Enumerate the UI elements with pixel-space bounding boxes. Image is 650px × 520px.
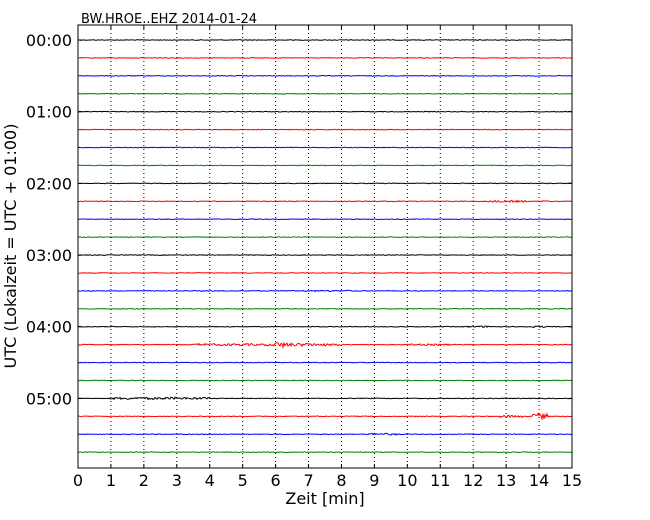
plot-frame: [77, 24, 573, 469]
x-tick-label: 15: [562, 471, 582, 490]
x-tick-label: 10: [397, 471, 417, 490]
x-tick-label: 4: [205, 471, 215, 490]
trace-line-13: [77, 272, 573, 274]
trace-line-18: [77, 361, 573, 364]
trace-line-3: [77, 92, 573, 95]
x-tick-label: 9: [369, 471, 379, 490]
x-tick-label: 6: [271, 471, 281, 490]
x-tick-label: 0: [73, 471, 83, 490]
trace-line-6: [77, 146, 572, 149]
trace-line-0: [77, 39, 573, 41]
trace-line-7: [77, 164, 573, 167]
trace-line-21: [77, 412, 573, 421]
y-tick-label: 05:00: [26, 389, 72, 408]
x-tick-label: 14: [529, 471, 549, 490]
grid-layer: [110, 25, 540, 468]
y-axis-label: UTC (Lokalzeit = UTC + 01:00): [1, 124, 20, 369]
x-tick-label: 2: [139, 471, 149, 490]
x-tick-label: 7: [303, 471, 313, 490]
y-tick-label: 03:00: [26, 246, 72, 265]
trace-line-22: [77, 432, 573, 436]
trace-line-4: [77, 110, 573, 113]
x-tick-label: 1: [106, 471, 116, 490]
x-axis: 0 1 2 3 4 5 6 7 8 9 10 11 12 13 14 15: [73, 25, 582, 490]
trace-line-12: [77, 254, 573, 256]
trace-line-9: [77, 199, 573, 204]
y-tick-label: 00:00: [26, 31, 72, 50]
trace-line-2: [77, 74, 573, 77]
x-axis-label: Zeit [min]: [285, 489, 364, 508]
y-tick-label: 04:00: [26, 318, 72, 337]
trace-line-20: [77, 396, 573, 401]
trace-line-10: [77, 218, 573, 221]
trace-line-14: [77, 289, 573, 293]
x-tick-label: 3: [172, 471, 182, 490]
trace-line-1: [77, 56, 573, 59]
chart-title: BW.HROE..EHZ 2014-01-24: [81, 12, 258, 27]
trace-line-11: [77, 236, 573, 239]
trace-line-15: [77, 307, 573, 310]
x-tick-label: 11: [430, 471, 450, 490]
trace-line-8: [77, 182, 573, 185]
trace-line-23: [77, 451, 573, 454]
x-tick-label: 5: [238, 471, 248, 490]
trace-line-17: [77, 341, 573, 350]
x-tick-label: 12: [463, 471, 483, 490]
x-tick-label: 8: [336, 471, 346, 490]
trace-line-5: [77, 128, 573, 131]
trace-line-19: [77, 379, 573, 382]
y-tick-label: 01:00: [26, 103, 72, 122]
y-axis: 00:00 01:00 02:00 03:00 04:00 05:00: [26, 31, 572, 408]
trace-line-16: [77, 325, 573, 329]
x-tick-label: 13: [496, 471, 516, 490]
traces-layer: [77, 39, 573, 454]
y-tick-label: 02:00: [26, 174, 72, 193]
